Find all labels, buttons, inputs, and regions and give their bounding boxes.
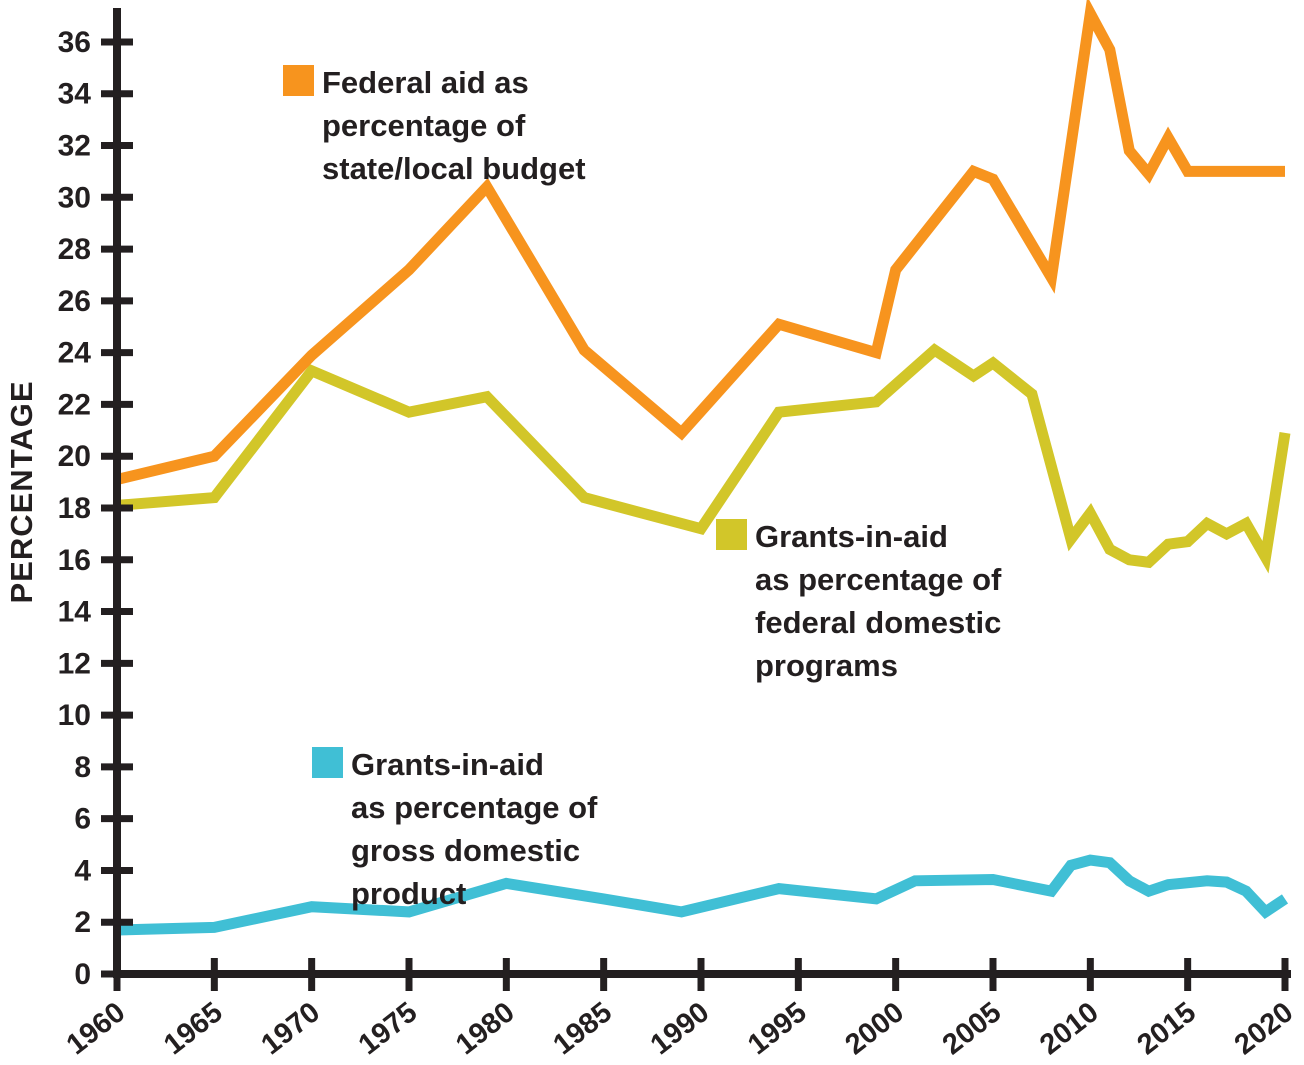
grants-gdp-legend-swatch-icon: [312, 747, 343, 778]
x-tick-label: 2005: [937, 996, 1008, 1061]
y-tick-label: 0: [74, 958, 91, 991]
legend-grants-federal-domestic: Grants-in-aid as percentage of federal d…: [716, 519, 1010, 683]
series-line-grants-federal-domestic: [116, 343, 1291, 574]
y-tick-label: 20: [58, 440, 91, 473]
x-tick-label: 2020: [1229, 996, 1300, 1061]
x-tick-label: 2015: [1131, 996, 1202, 1061]
federal-aid-legend-swatch-icon: [283, 65, 314, 96]
y-tick-label: 4: [74, 854, 91, 887]
x-tick-label: 1960: [61, 996, 132, 1061]
x-tick-label: 1965: [158, 996, 229, 1061]
y-axis-title: PERCENTAGE: [4, 380, 39, 603]
y-tick-label: 18: [58, 492, 91, 525]
x-tick-label: 1995: [742, 996, 813, 1061]
y-tick-label: 8: [74, 751, 91, 784]
y-tick-label: 22: [58, 388, 91, 421]
x-tick-label: 2000: [839, 996, 910, 1061]
legend-federal-aid: Federal aid as percentage of state/local…: [283, 65, 586, 186]
y-tick-label: 28: [58, 233, 91, 266]
x-tick-label: 1985: [547, 996, 618, 1061]
grants-federal-domestic-legend-swatch-icon: [716, 519, 747, 550]
x-tick-label: 2010: [1034, 996, 1105, 1061]
x-tick-label: 1970: [255, 996, 326, 1061]
series-line-grants-gdp: [116, 854, 1289, 936]
y-tick-label: 12: [58, 647, 91, 680]
x-tick-label: 1975: [353, 996, 424, 1061]
y-tick-label: 32: [58, 130, 91, 163]
y-tick-label: 36: [58, 26, 91, 59]
y-tick-label: 24: [58, 337, 92, 370]
series-line-federal-aid: [115, 0, 1285, 485]
legend-grants-gdp: Grants-in-aid as percentage of gross dom…: [312, 747, 606, 911]
federal-aid-legend-label: Federal aid as percentage of state/local…: [322, 65, 586, 186]
y-tick-label: 14: [58, 596, 92, 629]
x-tick-label: 1990: [645, 996, 716, 1061]
y-tick-label: 6: [74, 803, 91, 836]
y-tick-label: 30: [58, 181, 91, 214]
y-tick-label: 26: [58, 285, 91, 318]
y-tick-label: 34: [58, 78, 92, 111]
grants-gdp-legend-label: Grants-in-aid as percentage of gross dom…: [351, 747, 606, 911]
y-tick-label: 16: [58, 544, 91, 577]
grants-federal-domestic-legend-label: Grants-in-aid as percentage of federal d…: [755, 519, 1010, 683]
y-tick-label: 2: [74, 906, 91, 939]
y-tick-label: 10: [58, 699, 91, 732]
series-layer: [115, 0, 1291, 936]
x-tick-label: 1980: [450, 996, 521, 1061]
